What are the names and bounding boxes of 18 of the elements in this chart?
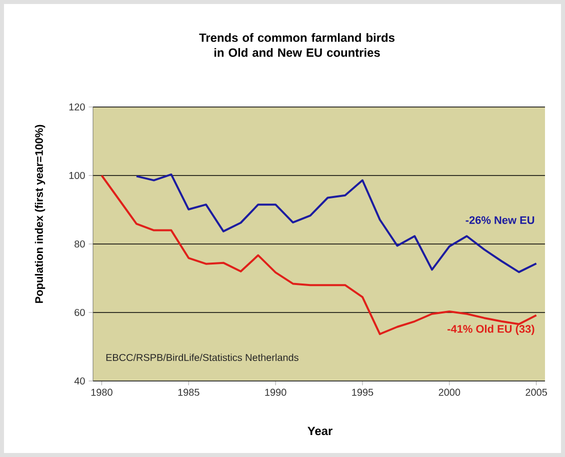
x-tick-label: 1985 — [178, 388, 200, 396]
x-tick-label: 1980 — [91, 388, 112, 396]
y-tick-label: 80 — [74, 240, 85, 248]
annotation: EBCC/RSPB/BirdLife/Statistics Netherlands — [106, 354, 298, 362]
x-tick-label: 2005 — [526, 388, 547, 396]
y-tick-label: 60 — [74, 308, 85, 316]
x-tick-label: 1990 — [265, 388, 286, 396]
series-label: -41% Old EU (33) — [448, 324, 534, 335]
x-tick-label: 2000 — [438, 388, 460, 396]
y-tick-label: 100 — [69, 172, 85, 180]
y-tick-label: 120 — [69, 103, 85, 111]
line-series — [135, 173, 538, 274]
series-label: -26% New EU — [466, 216, 534, 224]
x-tick-label: 1995 — [352, 388, 374, 396]
chart-title: Trends of common farmland birds in Old and New EU countries — [199, 33, 394, 57]
x-axis-title: Year — [308, 426, 332, 436]
y-axis-title: Population index (first year=100%) — [34, 124, 46, 303]
y-tick-label: 40 — [74, 377, 85, 385]
